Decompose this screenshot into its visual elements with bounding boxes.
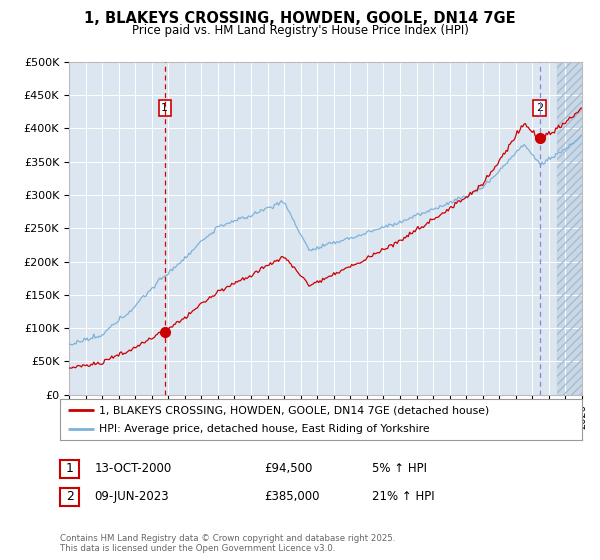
Text: 09-JUN-2023: 09-JUN-2023	[94, 490, 169, 503]
Text: 1, BLAKEYS CROSSING, HOWDEN, GOOLE, DN14 7GE (detached house): 1, BLAKEYS CROSSING, HOWDEN, GOOLE, DN14…	[99, 405, 490, 415]
Text: 1: 1	[65, 462, 74, 475]
Text: 1: 1	[161, 103, 169, 113]
Text: 2: 2	[65, 490, 74, 503]
Text: HPI: Average price, detached house, East Riding of Yorkshire: HPI: Average price, detached house, East…	[99, 424, 430, 433]
Bar	[557, 62, 582, 395]
Text: 2: 2	[536, 103, 543, 113]
Text: £385,000: £385,000	[264, 490, 320, 503]
Text: 5% ↑ HPI: 5% ↑ HPI	[372, 462, 427, 475]
Text: 1, BLAKEYS CROSSING, HOWDEN, GOOLE, DN14 7GE: 1, BLAKEYS CROSSING, HOWDEN, GOOLE, DN14…	[84, 11, 516, 26]
Text: 21% ↑ HPI: 21% ↑ HPI	[372, 490, 434, 503]
Text: Contains HM Land Registry data © Crown copyright and database right 2025.
This d: Contains HM Land Registry data © Crown c…	[60, 534, 395, 553]
Text: £94,500: £94,500	[264, 462, 313, 475]
Text: 13-OCT-2000: 13-OCT-2000	[94, 462, 172, 475]
Text: Price paid vs. HM Land Registry's House Price Index (HPI): Price paid vs. HM Land Registry's House …	[131, 24, 469, 36]
Bar	[557, 62, 582, 395]
